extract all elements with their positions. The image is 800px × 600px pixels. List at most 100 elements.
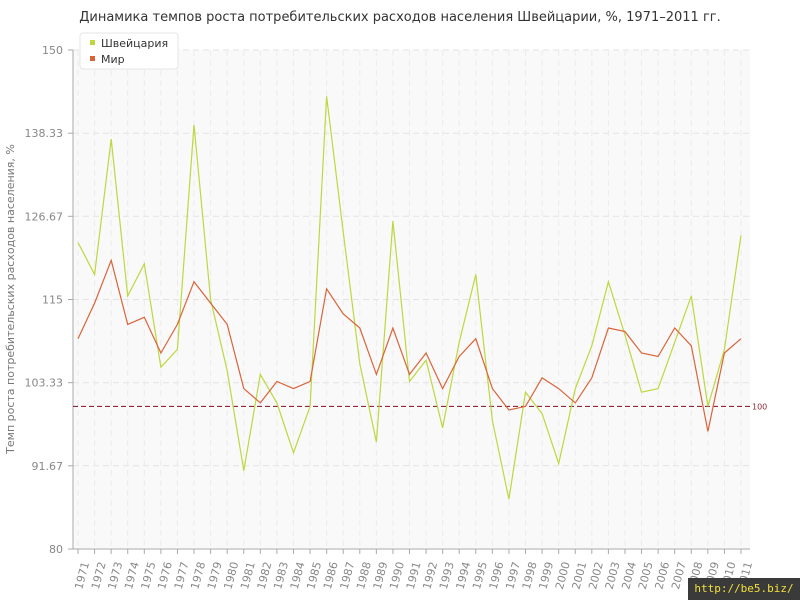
y-tick-label: 103.33 (25, 377, 64, 390)
data-point[interactable] (159, 365, 163, 369)
data-point[interactable] (109, 137, 113, 141)
data-point[interactable] (126, 294, 130, 298)
series-line-switzerland[interactable] (77, 96, 742, 500)
data-point[interactable] (424, 358, 428, 362)
data-point[interactable] (457, 355, 461, 359)
data-point[interactable] (590, 376, 594, 380)
data-point[interactable] (225, 322, 229, 326)
data-point[interactable] (474, 273, 478, 277)
data-point[interactable] (507, 408, 511, 412)
data-point[interactable] (242, 469, 246, 473)
reference-line-label: 100 (752, 402, 767, 411)
data-point[interactable] (93, 273, 97, 277)
data-point[interactable] (175, 322, 179, 326)
y-tick-label: 150 (42, 44, 63, 57)
data-point[interactable] (441, 426, 445, 430)
data-point[interactable] (739, 337, 743, 341)
data-point[interactable] (175, 347, 179, 351)
data-point[interactable] (225, 369, 229, 373)
legend-swatch (90, 40, 95, 45)
data-point[interactable] (275, 379, 279, 383)
data-point[interactable] (142, 262, 146, 266)
data-point[interactable] (242, 387, 246, 391)
data-point[interactable] (722, 347, 726, 351)
data-point[interactable] (291, 451, 295, 455)
data-point[interactable] (93, 301, 97, 305)
data-point[interactable] (706, 429, 710, 433)
legend-swatch (90, 56, 95, 61)
data-point[interactable] (557, 461, 561, 465)
data-point[interactable] (590, 344, 594, 348)
legend-item-label[interactable]: Швейцария (101, 37, 168, 50)
data-point[interactable] (524, 404, 528, 408)
data-point[interactable] (573, 387, 577, 391)
data-point[interactable] (739, 233, 743, 237)
data-point[interactable] (656, 355, 660, 359)
data-point[interactable] (341, 230, 345, 234)
data-point[interactable] (540, 412, 544, 416)
data-point[interactable] (109, 258, 113, 262)
data-point[interactable] (209, 301, 213, 305)
data-point[interactable] (291, 387, 295, 391)
data-point[interactable] (507, 497, 511, 501)
data-point[interactable] (374, 372, 378, 376)
legend-item-label[interactable]: Мир (101, 53, 125, 66)
data-point[interactable] (408, 372, 412, 376)
data-point[interactable] (474, 337, 478, 341)
data-point[interactable] (391, 326, 395, 330)
data-point[interactable] (358, 362, 362, 366)
data-point[interactable] (656, 387, 660, 391)
data-point[interactable] (325, 94, 329, 98)
data-point[interactable] (374, 440, 378, 444)
data-point[interactable] (126, 322, 130, 326)
data-point[interactable] (441, 387, 445, 391)
data-point[interactable] (308, 379, 312, 383)
data-point[interactable] (606, 280, 610, 284)
data-point[interactable] (192, 280, 196, 284)
data-point[interactable] (540, 376, 544, 380)
series-line-world[interactable] (77, 258, 742, 432)
data-point[interactable] (275, 401, 279, 405)
data-point[interactable] (524, 390, 528, 394)
axes (68, 49, 750, 550)
data-point[interactable] (457, 340, 461, 344)
data-point[interactable] (689, 344, 693, 348)
data-point[interactable] (159, 351, 163, 355)
data-point[interactable] (142, 315, 146, 319)
data-point[interactable] (192, 123, 196, 127)
data-point[interactable] (640, 390, 644, 394)
data-point[interactable] (490, 419, 494, 423)
data-point[interactable] (689, 294, 693, 298)
data-point[interactable] (673, 326, 677, 330)
data-point[interactable] (391, 219, 395, 223)
data-point[interactable] (76, 337, 80, 341)
legend[interactable]: Швейцария Мир (79, 32, 179, 70)
data-point[interactable] (308, 404, 312, 408)
data-point[interactable] (358, 326, 362, 330)
data-point[interactable] (258, 401, 262, 405)
data-point[interactable] (490, 387, 494, 391)
data-point[interactable] (258, 372, 262, 376)
data-point[interactable] (722, 351, 726, 355)
data-point[interactable] (341, 312, 345, 316)
y-tick-label: 138.33 (25, 127, 64, 140)
data-point[interactable] (606, 326, 610, 330)
y-axis-label: Темп роста потребительских расходов насе… (4, 144, 17, 455)
y-tick-label: 126.67 (25, 210, 64, 223)
y-tick-label: 115 (42, 294, 63, 307)
data-point[interactable] (706, 404, 710, 408)
data-point[interactable] (673, 340, 677, 344)
data-point[interactable] (76, 240, 80, 244)
chart-title: Динамика темпов роста потребительских ра… (79, 10, 721, 25)
y-tick-labels: 80 91.67 103.33 115 126.67 138.33 150 (25, 44, 64, 556)
x-tick-labels: 1971197219731974197519761977197819791980… (72, 549, 755, 591)
data-point[interactable] (325, 287, 329, 291)
watermark[interactable]: http://be5.biz/ (688, 578, 800, 600)
data-point[interactable] (640, 351, 644, 355)
data-point[interactable] (408, 379, 412, 383)
data-point[interactable] (573, 401, 577, 405)
series-lines (76, 94, 743, 501)
data-point[interactable] (623, 330, 627, 334)
data-point[interactable] (557, 387, 561, 391)
data-point[interactable] (424, 351, 428, 355)
